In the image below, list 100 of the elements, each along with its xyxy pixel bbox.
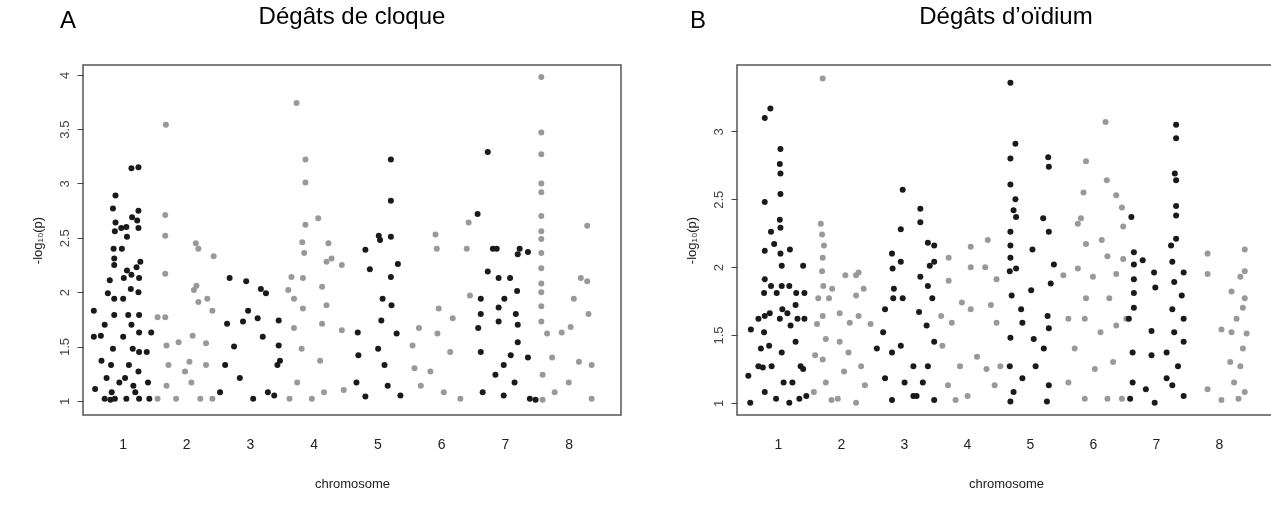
point — [320, 389, 327, 396]
point — [1065, 315, 1072, 322]
point — [588, 362, 595, 368]
point — [1045, 382, 1052, 389]
point — [366, 266, 373, 273]
point — [1130, 261, 1137, 268]
point — [240, 318, 246, 325]
point — [538, 250, 545, 257]
point — [897, 342, 904, 349]
point — [1130, 276, 1137, 283]
point — [828, 397, 835, 404]
point — [755, 315, 762, 322]
point — [299, 305, 306, 312]
point — [768, 228, 775, 235]
point — [747, 326, 754, 333]
point — [1081, 395, 1088, 402]
point — [507, 352, 514, 359]
point — [558, 329, 565, 336]
point — [1204, 386, 1211, 393]
point — [570, 295, 577, 302]
point — [1228, 288, 1235, 295]
point — [355, 352, 362, 359]
point — [524, 354, 531, 361]
point — [387, 233, 394, 240]
point — [1241, 388, 1248, 395]
point — [819, 356, 826, 363]
point — [447, 348, 454, 355]
text: B — [690, 6, 707, 34]
point — [203, 362, 210, 368]
y-tick-label: 2 — [710, 264, 726, 272]
point — [924, 363, 931, 370]
point — [539, 371, 546, 378]
point — [761, 247, 768, 254]
point — [991, 382, 998, 389]
point — [1130, 249, 1137, 256]
point — [1007, 254, 1014, 261]
point — [1045, 154, 1052, 161]
point — [974, 353, 981, 360]
point — [1007, 155, 1014, 162]
point — [897, 226, 904, 233]
point — [1083, 158, 1090, 165]
point — [761, 312, 768, 319]
point — [411, 365, 418, 372]
point — [1171, 279, 1178, 286]
point — [1007, 181, 1014, 188]
point — [761, 276, 768, 283]
point — [584, 222, 591, 229]
point — [789, 379, 796, 386]
point — [1091, 365, 1098, 372]
point — [1113, 192, 1120, 199]
point — [967, 243, 974, 250]
point — [440, 389, 447, 396]
point — [786, 399, 793, 406]
y-tick-label: 3 — [56, 180, 72, 188]
point — [1028, 287, 1035, 294]
point — [294, 379, 301, 386]
point — [1043, 398, 1050, 405]
point — [1007, 398, 1014, 405]
point — [271, 392, 278, 399]
y-tick-label: 4 — [56, 71, 72, 79]
point — [353, 379, 360, 386]
point — [254, 315, 261, 322]
point — [1218, 326, 1225, 333]
point — [890, 285, 897, 292]
point — [1113, 322, 1120, 329]
x-tick-label: 5 — [374, 435, 383, 452]
point — [338, 262, 345, 268]
point — [910, 363, 917, 370]
point — [495, 304, 502, 311]
x-tick-label: 5 — [1026, 435, 1035, 452]
point — [867, 321, 874, 328]
point — [1163, 349, 1170, 356]
point — [302, 179, 309, 186]
point — [800, 262, 807, 269]
point — [780, 379, 787, 386]
point — [987, 302, 994, 309]
point — [1241, 246, 1248, 253]
point — [923, 322, 930, 329]
point — [853, 292, 860, 299]
point — [1098, 237, 1105, 243]
point — [1071, 345, 1078, 352]
point — [276, 357, 283, 364]
point — [759, 364, 766, 371]
point — [773, 395, 780, 402]
point — [931, 338, 938, 345]
point — [1204, 250, 1211, 257]
point — [323, 258, 330, 265]
point — [549, 354, 556, 361]
y-tick-label: 1.5 — [56, 337, 72, 357]
text: A — [60, 6, 77, 34]
point — [299, 275, 306, 282]
point — [810, 388, 817, 395]
point — [853, 399, 860, 406]
point — [1173, 203, 1180, 210]
point — [1173, 121, 1180, 128]
point — [841, 368, 848, 375]
point — [1012, 140, 1019, 147]
point — [931, 242, 938, 249]
point — [777, 170, 784, 177]
point — [577, 275, 584, 282]
